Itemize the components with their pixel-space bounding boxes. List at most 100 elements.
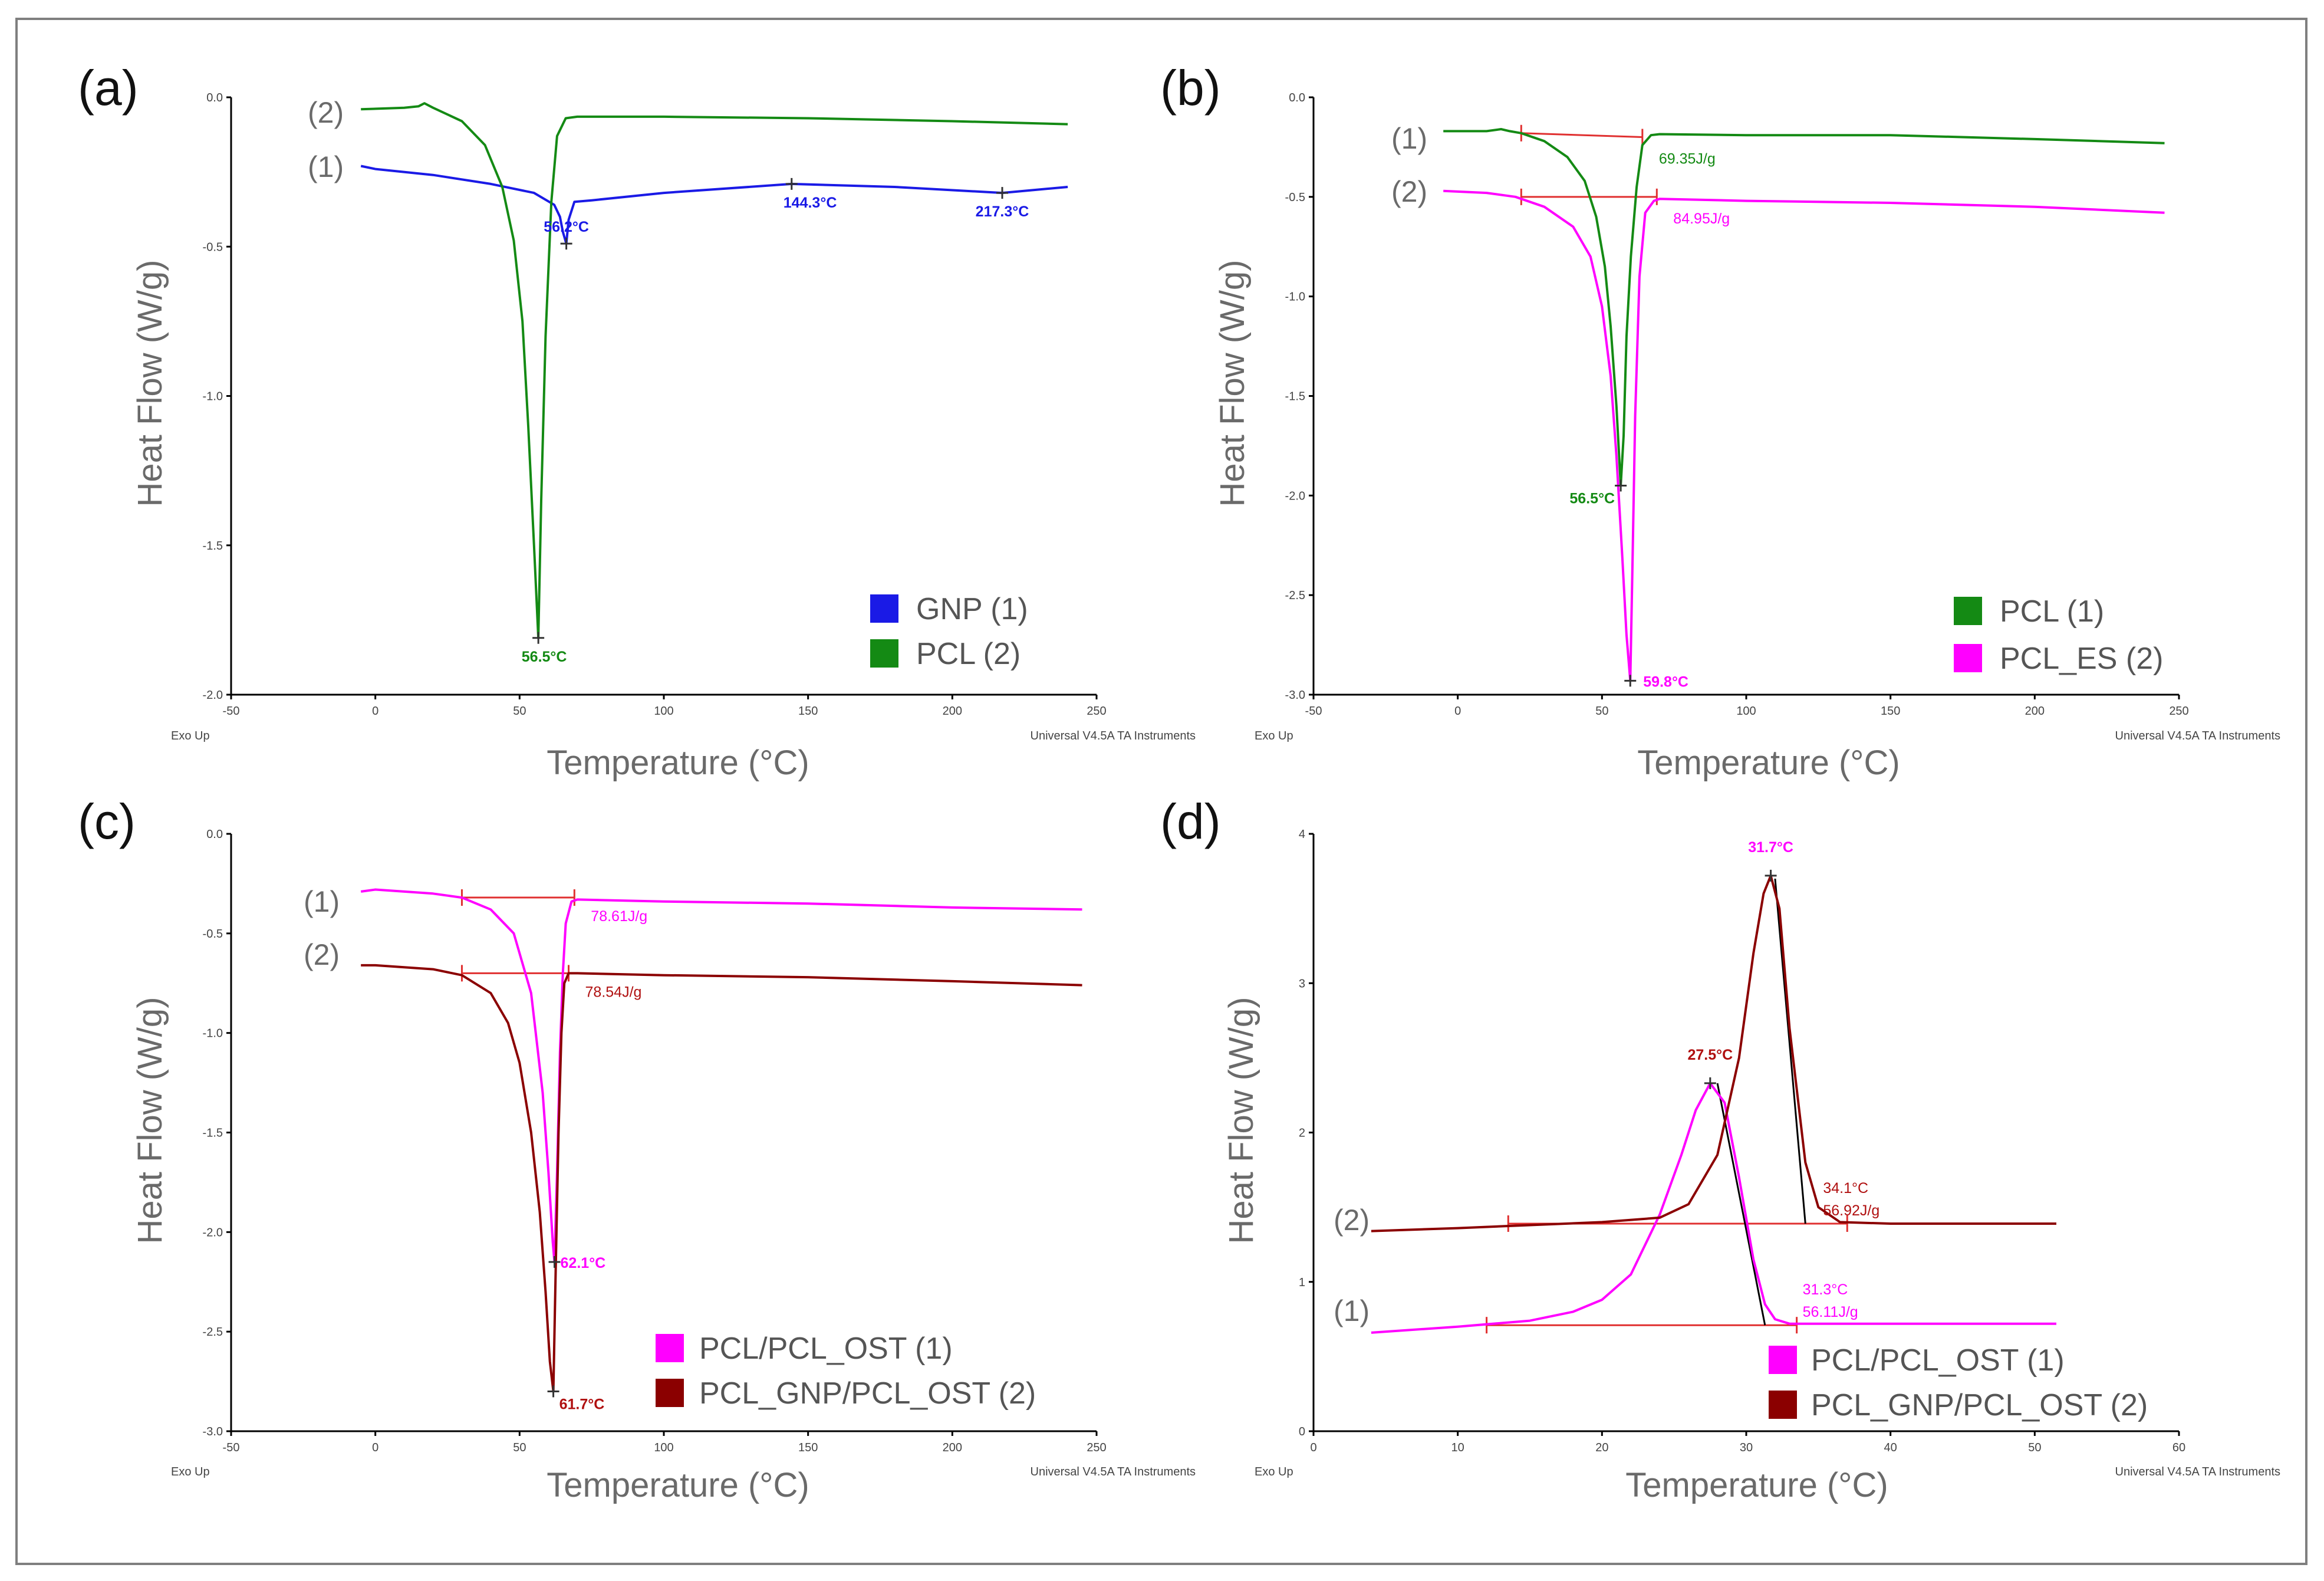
- panel-b: (b) Heat Flow (W/g) Temperature (°C) Exo…: [1160, 60, 2280, 782]
- panel-c-x-tick-label: 50: [513, 1441, 526, 1454]
- panel-b-ylabel: Heat Flow (W/g): [1213, 260, 1252, 507]
- panel-c-plot: -50 0 50 100 150 200 250 -3.0 -2.5 -2.0 -1.5 -1.0 -0…: [203, 828, 1107, 1454]
- panel-d-instrument-note: Universal V4.5A TA Instruments: [2115, 1465, 2281, 1478]
- panel-b-x-tick-label: -50: [1305, 705, 1322, 718]
- panel-d-y-tick-label: 3: [1299, 977, 1305, 990]
- panel-d-x-tick-label: 30: [1740, 1441, 1753, 1454]
- panel-a-y-tick-label: 0.0: [206, 91, 223, 104]
- panel-d-annotation: 34.1°C: [1823, 1180, 1868, 1197]
- panel-b-y-tick-label: 0.0: [1289, 91, 1305, 104]
- panel-a-y-tick-label: -1.5: [203, 540, 223, 553]
- panel-a-y-tick-label: -1.0: [203, 390, 223, 403]
- panel-a-x-tick-label: 250: [1087, 705, 1106, 718]
- panel-b-curve-tag-2: (2): [1391, 175, 1427, 208]
- panel-c-x-tick-label: 200: [943, 1441, 962, 1454]
- panel-a-legend-swatch-pcl: [870, 639, 898, 668]
- panel-b-curve-tag-1: (1): [1391, 122, 1427, 155]
- panel-c-y-tick-label: -2.5: [203, 1326, 223, 1339]
- panel-a-x-tick-label: 150: [798, 705, 818, 718]
- panel-b-annotation: 69.35J/g: [1659, 151, 1716, 167]
- panel-c-annotation: 61.7°C: [559, 1396, 605, 1412]
- panel-a-y-tick-label: -2.0: [203, 689, 223, 702]
- panel-c-y-tick-label: 0.0: [206, 828, 223, 841]
- panel-d-annotation: 27.5°C: [1687, 1047, 1733, 1063]
- panel-d-ylabel: Heat Flow (W/g): [1222, 997, 1260, 1244]
- panel-a: (a) Heat Flow (W/g) Temperature (°C) Exo…: [78, 60, 1196, 782]
- panel-b-x-tick-label: 0: [1454, 705, 1461, 718]
- panel-a-legend-label-gnp: GNP (1): [916, 592, 1028, 626]
- panel-d-curve-tag-2: (2): [1334, 1204, 1370, 1237]
- panel-a-exo-up: Exo Up: [171, 729, 210, 742]
- panel-b-exo-up: Exo Up: [1255, 729, 1293, 742]
- panel-b-legend-label-pcl: PCL (1): [2000, 594, 2104, 629]
- panel-d-series-1: [1371, 1082, 2056, 1334]
- panel-c-legend-label-pcl-gnp-ost: PCL_GNP/PCL_OST (2): [699, 1376, 1036, 1411]
- panel-a-legend-swatch-gnp: [870, 594, 898, 623]
- panel-d-x-tick-label: 40: [1884, 1441, 1897, 1454]
- panel-a-y-tick-label: -0.5: [203, 241, 223, 254]
- panel-b-x-tick-label: 150: [1881, 705, 1900, 718]
- panel-c-annotation: 78.61J/g: [591, 908, 647, 925]
- panel-c-annotation: 62.1°C: [561, 1255, 606, 1271]
- panel-a-label: (a): [78, 60, 139, 116]
- panel-a-instrument-note: Universal V4.5A TA Instruments: [1031, 729, 1196, 742]
- panel-a-annotation: 56.5°C: [522, 649, 567, 665]
- panel-a-annotation: 56.2°C: [544, 219, 589, 235]
- panel-c-legend-swatch-pcl-ost: [656, 1334, 684, 1362]
- panel-b-baseline: [1521, 132, 1642, 139]
- panel-d-y-tick-label: 0: [1299, 1425, 1305, 1438]
- panel-d-xlabel: Temperature (°C): [1625, 1466, 1888, 1504]
- panel-d-legend-label-pcl-ost: PCL/PCL_OST (1): [1811, 1343, 2065, 1378]
- panel-d-plot: 0 10 20 30 40 50 60 0 1 2 3 4 27.5°C 31.7°C 34.1°C 31.3…: [1299, 828, 2185, 1454]
- panel-a-series-2: [361, 102, 1068, 639]
- panel-d-x-tick-label: 50: [2028, 1441, 2041, 1454]
- panel-c-x-tick-label: 150: [798, 1441, 818, 1454]
- panel-b-x-tick-label: 50: [1595, 705, 1608, 718]
- panel-b-instrument-note: Universal V4.5A TA Instruments: [2115, 729, 2281, 742]
- panel-b-xlabel: Temperature (°C): [1637, 744, 1900, 782]
- panel-b-y-tick-label: -2.0: [1285, 489, 1305, 502]
- panel-a-x-tick-label: 50: [513, 705, 526, 718]
- panel-b-annotation: 56.5°C: [1569, 490, 1615, 507]
- panel-b-y-tick-label: -1.5: [1285, 390, 1305, 403]
- panel-b-annotation: 59.8°C: [1643, 673, 1688, 690]
- panel-d-y-tick-label: 2: [1299, 1127, 1305, 1140]
- panel-c-x-tick-label: 250: [1087, 1441, 1106, 1454]
- panel-d-x-tick-label: 60: [2172, 1441, 2185, 1454]
- panel-c-legend-label-pcl-ost: PCL/PCL_OST (1): [699, 1332, 953, 1366]
- panel-b-y-tick-label: -0.5: [1285, 191, 1305, 204]
- panel-d: (d) Heat Flow (W/g) Temperature (°C) Exo…: [1160, 794, 2280, 1504]
- panel-d-series-2: [1371, 874, 2056, 1232]
- panel-c-y-tick-label: -1.5: [203, 1127, 223, 1140]
- panel-b-annotation: 84.95J/g: [1673, 211, 1730, 227]
- panel-c-legend: PCL/PCL_OST (1) PCL_GNP/PCL_OST (2): [656, 1332, 1036, 1411]
- panel-b-series-2: [1443, 189, 2165, 682]
- panel-a-x-tick-label: 200: [943, 705, 962, 718]
- panel-d-annotation: 31.3°C: [1803, 1281, 1848, 1298]
- panel-c-label: (c): [78, 794, 136, 849]
- panel-d-x-tick-label: 10: [1451, 1441, 1464, 1454]
- panel-d-y-tick-label: 1: [1299, 1276, 1305, 1289]
- panel-a-x-tick-label: 0: [372, 705, 378, 718]
- panel-a-legend-label-pcl: PCL (2): [916, 637, 1021, 671]
- figure-frame: [15, 18, 2307, 1565]
- panel-c-exo-up: Exo Up: [171, 1465, 210, 1478]
- panel-c-x-tick-label: -50: [223, 1441, 240, 1454]
- panel-d-annotation: 56.92J/g: [1823, 1202, 1879, 1219]
- panel-b-legend-swatch-pcl: [1954, 597, 1982, 625]
- panel-c-curve-tag-2: (2): [304, 938, 340, 971]
- panel-a-ylabel: Heat Flow (W/g): [131, 260, 169, 507]
- panel-b-x-tick-label: 250: [2169, 705, 2188, 718]
- panel-c-y-tick-label: -1.0: [203, 1027, 223, 1040]
- panel-d-legend-swatch-pcl-gnp-ost: [1769, 1391, 1797, 1419]
- panel-c-curve-tag-1: (1): [304, 885, 340, 918]
- panel-d-legend-label-pcl-gnp-ost: PCL_GNP/PCL_OST (2): [1811, 1388, 2148, 1422]
- panel-a-plot: -50 0 50 100 150 200 250 -2.0 -1.5 -1.0 -0.5 0.0 56.…: [203, 91, 1107, 718]
- panel-c-series-2: [361, 964, 1082, 1393]
- panel-c-ylabel: Heat Flow (W/g): [131, 997, 169, 1244]
- panel-a-annotation: 144.3°C: [784, 195, 837, 211]
- panel-a-xlabel: Temperature (°C): [547, 744, 809, 782]
- panel-b-y-tick-label: -2.5: [1285, 589, 1305, 602]
- panel-c: (c) Heat Flow (W/g) Temperature (°C) Exo…: [78, 794, 1196, 1504]
